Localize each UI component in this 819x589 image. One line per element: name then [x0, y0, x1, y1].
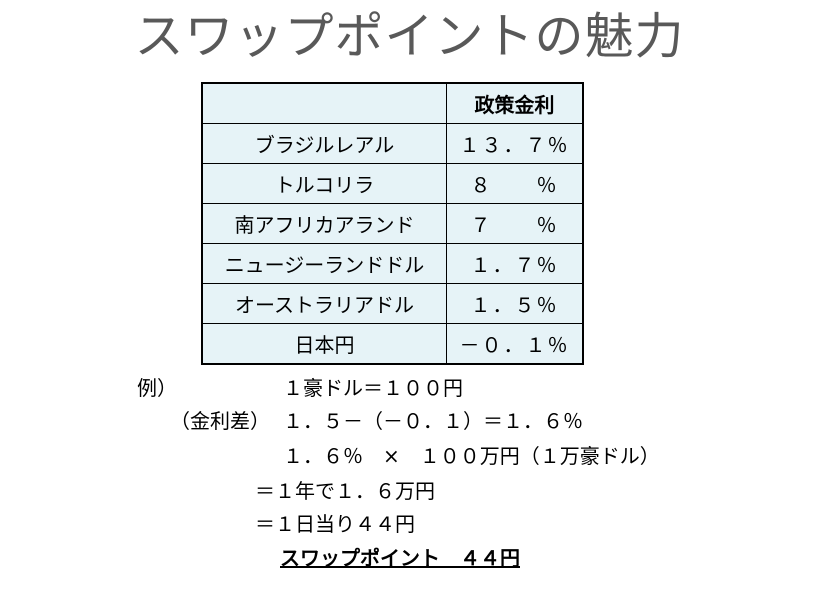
policy-rate: １．７％ — [446, 243, 584, 284]
rate-diff-label: （金利差） — [170, 409, 270, 433]
currency-name: 南アフリカアランド — [201, 203, 447, 244]
table-header-row: 政策金利 — [201, 82, 584, 124]
table-row: ニュージーランドドル １．７％ — [201, 243, 584, 284]
policy-rate: －０．１％ — [446, 323, 584, 365]
table-row: 南アフリカアランド ７ ％ — [201, 203, 584, 244]
rate-diff-calc: １．５－（－０．１）＝１．６％ — [283, 409, 583, 433]
slide-title: スワップポイントの魅力 — [134, 8, 685, 65]
example-label: 例） — [137, 376, 177, 400]
policy-rate: ７ ％ — [446, 203, 584, 244]
table-header-currency — [201, 82, 447, 124]
table-row: ブラジルレアル １３．７％ — [201, 123, 584, 164]
table-header-policy-rate: 政策金利 — [446, 82, 584, 124]
policy-rate: １３．７％ — [446, 123, 584, 164]
annual-calc-line: １．６％ × １００万円（１万豪ドル） — [283, 444, 660, 468]
policy-rate-table: 政策金利 ブラジルレアル １３．７％ トルコリラ ８ ％ 南アフリカアランド ７… — [201, 82, 584, 365]
annual-result-line: ＝１年で１．６万円 — [255, 479, 435, 503]
swap-point-result: スワップポイント ４４円 — [280, 546, 520, 570]
currency-name: ニュージーランドドル — [201, 243, 447, 284]
currency-name: オーストラリアドル — [201, 283, 447, 324]
currency-name: ブラジルレアル — [201, 123, 447, 164]
exchange-rate-line: １豪ドル＝１００円 — [283, 376, 463, 400]
table-row: オーストラリアドル １．５％ — [201, 283, 584, 324]
policy-rate: ８ ％ — [446, 163, 584, 204]
currency-name: 日本円 — [201, 323, 447, 365]
table-row: 日本円 －０．１％ — [201, 323, 584, 365]
daily-result-line: ＝１日当り４４円 — [255, 512, 415, 536]
currency-name: トルコリラ — [201, 163, 447, 204]
policy-rate: １．５％ — [446, 283, 584, 324]
table-row: トルコリラ ８ ％ — [201, 163, 584, 204]
